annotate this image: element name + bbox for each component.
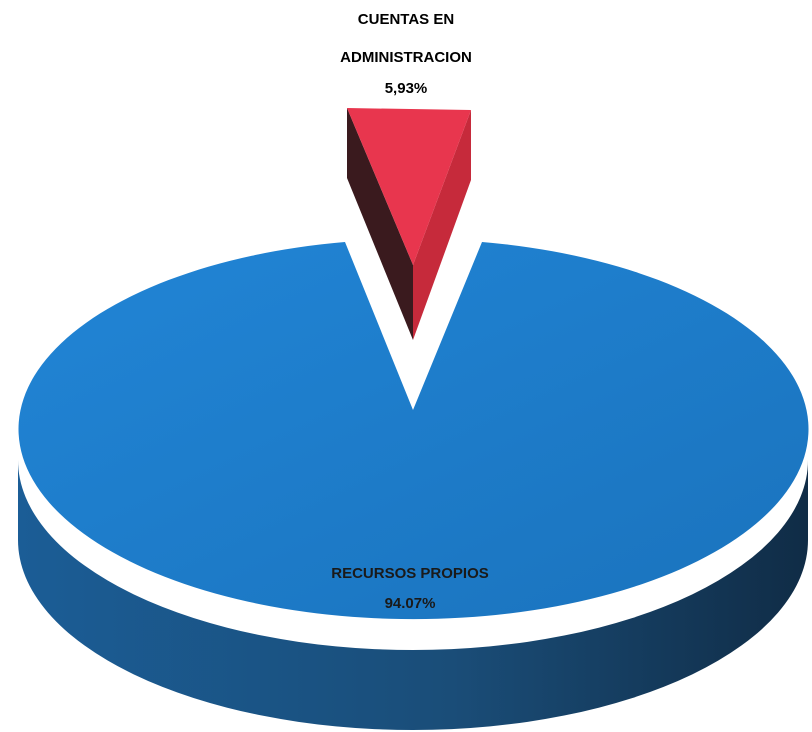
- slice-label-cuentas-line2: ADMINISTRACION: [340, 49, 472, 66]
- pie-slice-cuentas-side: [347, 108, 413, 340]
- pie-slice-cuentas-front: [413, 110, 471, 340]
- pie-slice-recursos-propios: [18, 242, 809, 730]
- pie-slice-cuentas-en-administracion: [347, 108, 471, 340]
- pie-slice-cuentas-top: [347, 108, 471, 265]
- slice-label-cuentas-line1: CUENTAS EN: [358, 11, 454, 28]
- slice-value-recursos-propios: 94.07%: [385, 595, 436, 612]
- pie-slice-recursos-propios-top: [18, 242, 809, 620]
- pie-slice-recursos-propios-side: [18, 460, 808, 730]
- slice-value-cuentas: 5,93%: [385, 80, 428, 97]
- slice-label-recursos-propios: RECURSOS PROPIOS: [331, 565, 489, 582]
